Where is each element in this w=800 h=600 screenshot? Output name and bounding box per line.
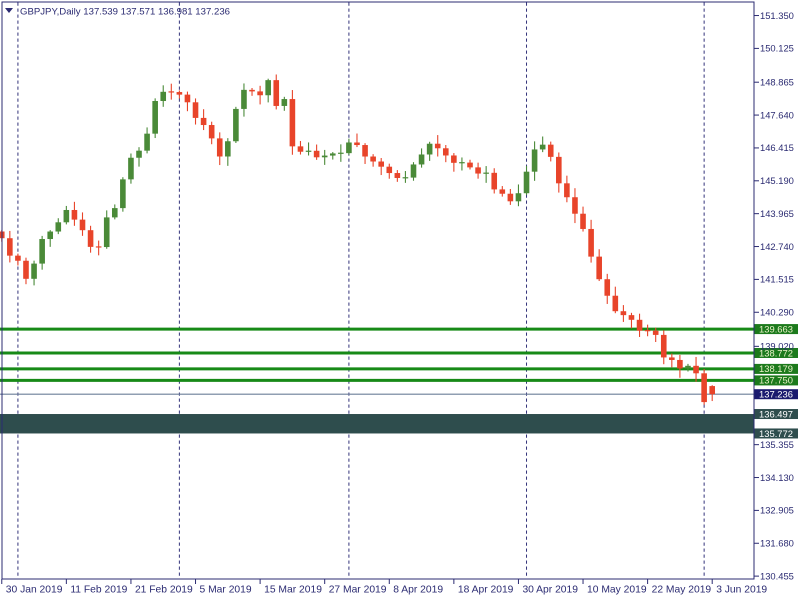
- svg-text:146.415: 146.415: [760, 142, 794, 153]
- svg-text:GBPJPY,Daily 137.539 137.571: GBPJPY,Daily 137.539 137.571 136.981 137…: [20, 7, 230, 18]
- svg-text:10 May 2019: 10 May 2019: [587, 585, 647, 596]
- svg-text:30 Jan 2019: 30 Jan 2019: [6, 585, 63, 596]
- svg-text:22 May 2019: 22 May 2019: [652, 585, 712, 596]
- svg-text:27 Mar 2019: 27 Mar 2019: [329, 585, 387, 596]
- svg-text:136.497: 136.497: [759, 408, 793, 419]
- svg-text:21 Feb 2019: 21 Feb 2019: [135, 585, 193, 596]
- svg-text:15 Mar 2019: 15 Mar 2019: [264, 585, 322, 596]
- svg-text:131.680: 131.680: [760, 538, 794, 549]
- svg-text:147.640: 147.640: [760, 109, 794, 120]
- svg-text:141.515: 141.515: [760, 274, 794, 285]
- svg-text:135.355: 135.355: [760, 439, 794, 450]
- svg-text:139.020: 139.020: [760, 341, 794, 352]
- svg-text:3 Jun 2019: 3 Jun 2019: [716, 585, 767, 596]
- svg-text:130.455: 130.455: [760, 570, 794, 581]
- svg-text:151.350: 151.350: [760, 10, 794, 21]
- svg-text:145.190: 145.190: [760, 175, 794, 186]
- svg-text:142.740: 142.740: [760, 241, 794, 252]
- svg-text:138.179: 138.179: [759, 363, 793, 374]
- svg-text:5 Mar 2019: 5 Mar 2019: [200, 585, 252, 596]
- svg-text:137.236: 137.236: [759, 389, 793, 400]
- svg-text:150.125: 150.125: [760, 43, 794, 54]
- svg-text:18 Apr 2019: 18 Apr 2019: [458, 585, 514, 596]
- svg-text:8 Apr 2019: 8 Apr 2019: [393, 585, 443, 596]
- svg-text:30 Apr 2019: 30 Apr 2019: [522, 585, 578, 596]
- svg-text:132.905: 132.905: [760, 505, 794, 516]
- svg-text:134.130: 134.130: [760, 472, 794, 483]
- svg-text:148.865: 148.865: [760, 77, 794, 88]
- svg-text:140.290: 140.290: [760, 307, 794, 318]
- svg-text:11 Feb 2019: 11 Feb 2019: [70, 585, 127, 596]
- svg-text:139.663: 139.663: [759, 323, 793, 334]
- svg-text:135.772: 135.772: [759, 428, 793, 439]
- svg-text:143.965: 143.965: [760, 208, 794, 219]
- svg-text:137.750: 137.750: [759, 375, 793, 386]
